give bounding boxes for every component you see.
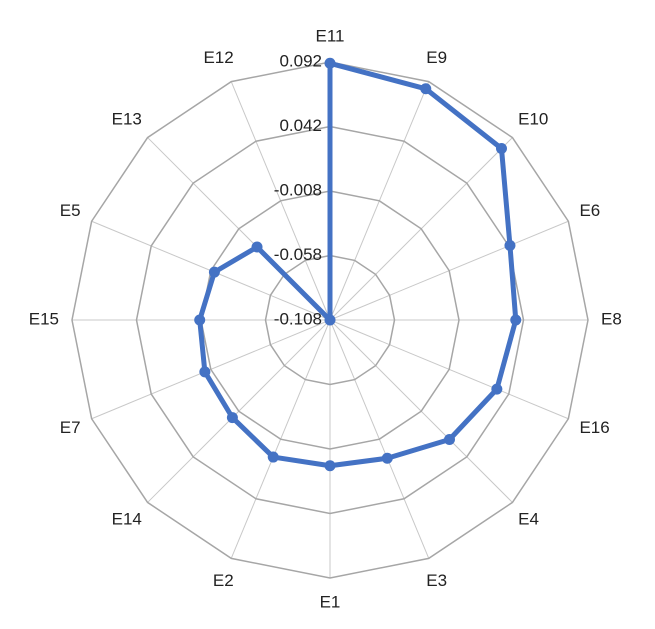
series-line — [197, 60, 519, 469]
data-point — [510, 314, 522, 326]
category-label: E5 — [60, 201, 81, 220]
category-label: E8 — [601, 309, 622, 328]
data-point — [504, 239, 516, 251]
grid-ring — [200, 190, 460, 450]
data-point — [491, 383, 503, 395]
data-point — [208, 266, 220, 278]
grid-ring — [264, 254, 396, 386]
category-label: E10 — [518, 109, 548, 128]
r-tick-label: -0.008 — [274, 180, 322, 199]
data-point — [226, 412, 238, 424]
category-label: E6 — [579, 201, 600, 220]
category-label: E3 — [426, 571, 447, 590]
data-point — [420, 83, 432, 95]
data-point — [251, 241, 263, 253]
data-point — [324, 460, 336, 472]
data-point — [324, 57, 336, 69]
category-label: E14 — [112, 510, 142, 529]
category-label: E16 — [579, 418, 609, 437]
category-label: E13 — [112, 109, 142, 128]
r-tick-label: 0.042 — [279, 116, 322, 135]
category-label: E7 — [60, 418, 81, 437]
category-label: E11 — [316, 26, 345, 45]
category-label: E15 — [29, 309, 59, 328]
data-point — [443, 433, 455, 445]
data-point — [324, 314, 336, 326]
data-point — [267, 451, 279, 463]
data-point — [194, 314, 206, 326]
r-tick-label: 0.092 — [279, 51, 322, 70]
grid-ring — [71, 61, 589, 579]
category-label: E12 — [203, 48, 233, 67]
data-point — [199, 366, 211, 378]
r-tick-label: -0.058 — [274, 245, 322, 264]
grid-ring — [135, 125, 525, 515]
r-tick-label: -0.108 — [274, 309, 322, 328]
data-point — [381, 452, 393, 464]
category-label: E9 — [426, 48, 447, 67]
category-label: E4 — [518, 510, 539, 529]
category-label: E2 — [213, 571, 234, 590]
data-point — [495, 143, 507, 155]
category-label: E1 — [320, 592, 341, 611]
